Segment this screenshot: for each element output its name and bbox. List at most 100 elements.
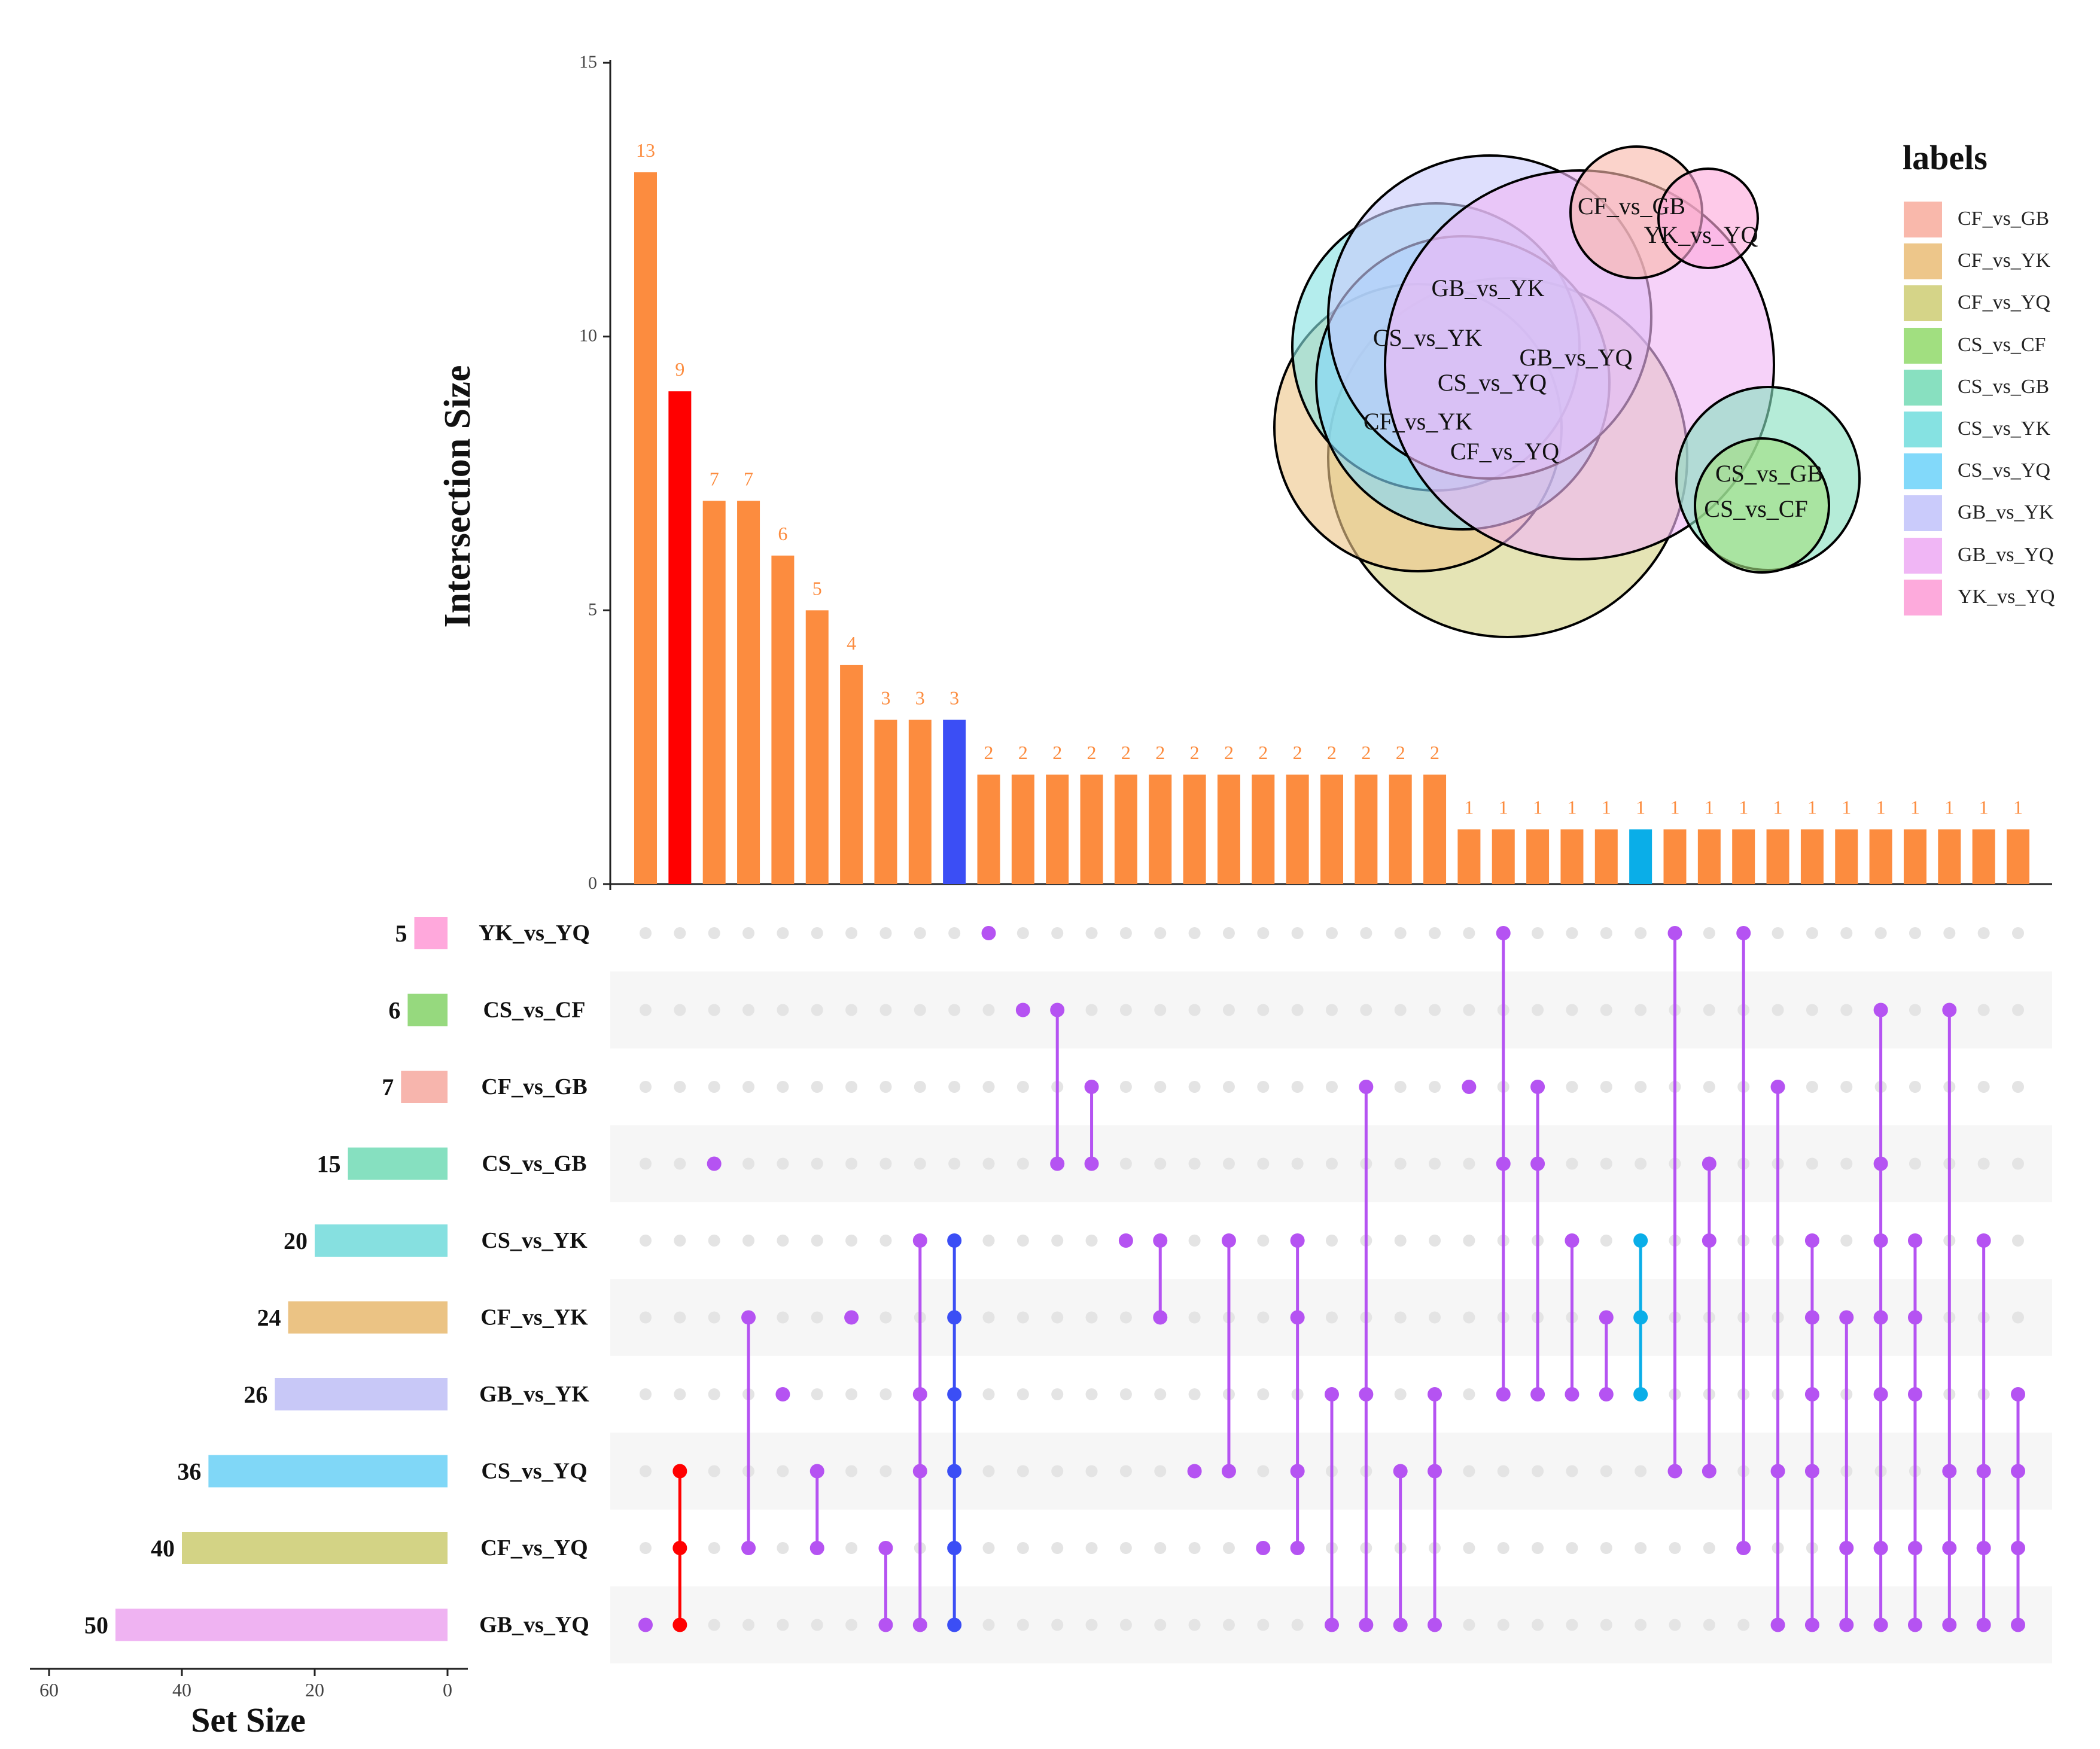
bar-value-label: 1 — [1464, 796, 1474, 818]
matrix-empty-dot — [982, 1465, 995, 1477]
matrix-filled-dot — [912, 1464, 927, 1479]
matrix-filled-dot — [1153, 1233, 1168, 1248]
matrix-empty-dot — [2012, 1081, 2024, 1093]
matrix-filled-dot — [1907, 1387, 1922, 1401]
matrix-empty-dot — [1429, 927, 1441, 939]
bar-value-label: 1 — [1705, 796, 1714, 818]
legend-label: CS_vs_YK — [1958, 418, 2050, 440]
matrix-empty-dot — [1600, 1081, 1612, 1093]
intersection-bar — [1320, 774, 1343, 884]
set-size-value: 24 — [257, 1305, 281, 1331]
set-size-bar — [182, 1532, 448, 1564]
matrix-empty-dot — [982, 1619, 995, 1631]
matrix-empty-dot — [1051, 1619, 1064, 1631]
matrix-filled-dot — [1359, 1080, 1374, 1094]
matrix-empty-dot — [1154, 1465, 1167, 1477]
legend-item: CS_vs_YK — [1904, 412, 2095, 447]
matrix-empty-dot — [845, 1388, 858, 1400]
bar-value-label: 1 — [1876, 796, 1886, 818]
legend-label: CS_vs_CF — [1958, 333, 2046, 356]
matrix-empty-dot — [1257, 1235, 1270, 1247]
bar-value-label: 1 — [1602, 796, 1611, 818]
matrix-empty-dot — [1085, 1004, 1098, 1016]
intersection-bar — [1457, 829, 1481, 884]
matrix-empty-dot — [982, 1081, 995, 1093]
matrix-filled-dot — [1565, 1387, 1579, 1401]
intersection-bar — [840, 665, 863, 884]
matrix-empty-dot — [1394, 1235, 1407, 1247]
matrix-empty-dot — [640, 1311, 652, 1324]
matrix-filled-dot — [1942, 1541, 1957, 1555]
matrix-empty-dot — [1429, 1157, 1441, 1170]
matrix-empty-dot — [1291, 1081, 1304, 1093]
matrix-empty-dot — [1840, 927, 1853, 939]
matrix-empty-dot — [982, 1004, 995, 1016]
legend-label: YK_vs_YQ — [1958, 585, 2055, 608]
set-name-label: CS_vs_GB — [482, 1151, 586, 1177]
matrix-empty-dot — [1257, 1311, 1270, 1324]
matrix-filled-dot — [1907, 1233, 1922, 1248]
intersection-bar — [1114, 774, 1137, 884]
matrix-filled-dot — [1599, 1387, 1614, 1401]
matrix-empty-dot — [1188, 1235, 1201, 1247]
matrix-filled-dot — [1530, 1387, 1545, 1401]
bar-value-label: 1 — [1807, 796, 1817, 818]
bar-value-label: 3 — [915, 687, 925, 708]
matrix-empty-dot — [1429, 1004, 1441, 1016]
intersection-bar — [977, 774, 1000, 884]
matrix-empty-dot — [1463, 1235, 1475, 1247]
matrix-filled-dot — [1084, 1080, 1099, 1094]
matrix-filled-dot — [1770, 1464, 1785, 1479]
legend-swatch — [1904, 285, 1942, 322]
matrix-empty-dot — [1188, 1081, 1201, 1093]
matrix-empty-dot — [708, 927, 720, 939]
matrix-empty-dot — [1016, 1157, 1029, 1170]
matrix-empty-dot — [1257, 1465, 1270, 1477]
matrix-filled-dot — [1976, 1617, 1991, 1632]
matrix-filled-dot — [1496, 1387, 1511, 1401]
intersection-bar-chart: 0 5 10 15 Intersection Size 13 9 7 7 6 5 4 3 3 3 2 2 2 2 2 2… — [437, 52, 2052, 893]
matrix-empty-dot — [1463, 1619, 1475, 1631]
bar-value-label: 2 — [1396, 742, 1405, 763]
legend-label: CS_vs_GB — [1958, 375, 2050, 398]
legend-label: CF_vs_YK — [1958, 249, 2050, 272]
legend-item: CF_vs_YK — [1904, 243, 2095, 280]
matrix-empty-dot — [1222, 1542, 1235, 1554]
matrix-filled-dot — [1839, 1310, 1854, 1325]
matrix-filled-dot — [1702, 1464, 1716, 1479]
intersection-bar — [702, 501, 726, 884]
intersection-matrix: YK_vs_YQ CS_vs_CF CF_vs_GB CS_vs_GB CS_vs_YK… — [479, 921, 2052, 1663]
matrix-empty-dot — [845, 1081, 858, 1093]
intersection-bar — [1526, 829, 1550, 884]
matrix-filled-dot — [1496, 926, 1511, 940]
matrix-filled-dot — [1187, 1464, 1202, 1479]
matrix-empty-dot — [1016, 1465, 1029, 1477]
matrix-filled-dot — [1873, 1003, 1888, 1017]
set-name-label: CS_vs_YQ — [481, 1459, 587, 1484]
matrix-empty-dot — [811, 1081, 823, 1093]
intersection-bar — [1903, 829, 1926, 884]
bar-value-label: 1 — [1979, 796, 1989, 818]
euler-diagram: CF_vs_GB CF_vs_YK CF_vs_YQ CS_vs_CF CS_vs_GB… — [1273, 145, 1861, 638]
matrix-empty-dot — [1222, 1004, 1235, 1016]
matrix-empty-dot — [879, 1004, 892, 1016]
set-size-tick-label: 60 — [39, 1679, 59, 1701]
matrix-empty-dot — [640, 1465, 652, 1477]
matrix-empty-dot — [1463, 1465, 1475, 1477]
matrix-empty-dot — [1326, 1311, 1338, 1324]
matrix-filled-dot — [1873, 1233, 1888, 1248]
matrix-empty-dot — [1600, 1157, 1612, 1170]
matrix-empty-dot — [1326, 927, 1338, 939]
matrix-filled-dot — [1873, 1617, 1888, 1632]
matrix-empty-dot — [640, 1235, 652, 1247]
matrix-filled-dot — [1084, 1156, 1099, 1171]
intersection-bar — [1286, 774, 1309, 884]
matrix-empty-dot — [1326, 1081, 1338, 1093]
matrix-empty-dot — [1051, 1388, 1064, 1400]
matrix-filled-dot — [1359, 1617, 1374, 1632]
matrix-empty-dot — [1429, 1311, 1441, 1324]
matrix-filled-dot — [672, 1617, 687, 1632]
intersection-bar — [1732, 829, 1755, 884]
matrix-empty-dot — [1154, 1619, 1167, 1631]
